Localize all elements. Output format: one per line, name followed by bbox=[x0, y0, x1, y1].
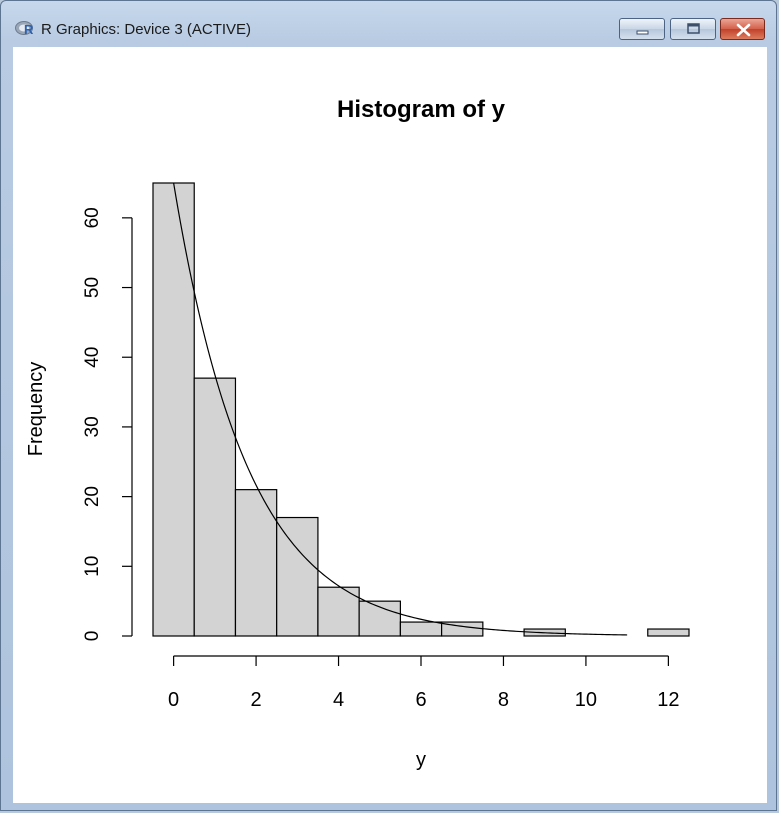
x-tick-label: 2 bbox=[251, 689, 262, 711]
x-tick-label: 12 bbox=[657, 689, 679, 711]
bars-group bbox=[152, 182, 690, 637]
chart-title: Histogram of y bbox=[337, 96, 506, 123]
x-tick-label: 6 bbox=[415, 689, 426, 711]
maximize-icon bbox=[687, 23, 700, 34]
x-tick-label: 4 bbox=[333, 689, 344, 711]
y-axis-label: Frequency bbox=[25, 362, 47, 457]
x-axis-label: y bbox=[416, 749, 426, 771]
histogram-bar bbox=[276, 516, 319, 637]
y-tick-label: 0 bbox=[82, 631, 103, 642]
histogram-bar bbox=[193, 377, 237, 637]
svg-text:R: R bbox=[24, 22, 34, 36]
histogram-chart: Histogram of y y Frequency 0102030405060… bbox=[25, 96, 690, 771]
y-tick-label: 60 bbox=[82, 207, 103, 228]
x-tick-label: 10 bbox=[575, 689, 597, 711]
y-tick-label: 40 bbox=[82, 347, 103, 368]
window-title: R Graphics: Device 3 (ACTIVE) bbox=[41, 21, 252, 38]
x-axis: 0 2 4 6 8 10 12 bbox=[168, 655, 680, 711]
density-curve bbox=[173, 182, 628, 636]
y-axis: 0 10 20 30 40 50 60 bbox=[82, 207, 133, 642]
y-tick-label: 50 bbox=[82, 277, 103, 298]
plot-area: Histogram of y y Frequency 0 10 20 30 40 50 60… bbox=[13, 47, 767, 803]
y-tick-label: 10 bbox=[82, 556, 103, 577]
title-bar[interactable]: R R Graphics: Device 3 (ACTIVE) bbox=[1, 1, 776, 47]
maximize-button[interactable] bbox=[670, 18, 716, 40]
minimize-button[interactable] bbox=[619, 18, 665, 40]
histogram-bar bbox=[647, 628, 690, 637]
x-tick-label: 0 bbox=[168, 689, 179, 711]
close-icon bbox=[736, 23, 751, 37]
histogram-bar bbox=[152, 182, 195, 637]
y-tick-label: 30 bbox=[82, 416, 103, 437]
histogram-bar bbox=[399, 621, 443, 637]
x-tick-label: 8 bbox=[498, 689, 509, 711]
close-button[interactable] bbox=[720, 18, 765, 40]
histogram-bar bbox=[234, 489, 278, 637]
r-logo-icon: R bbox=[15, 21, 34, 36]
y-tick-label: 20 bbox=[82, 486, 103, 507]
histogram-bar bbox=[358, 600, 401, 637]
minimize-icon bbox=[636, 30, 649, 35]
